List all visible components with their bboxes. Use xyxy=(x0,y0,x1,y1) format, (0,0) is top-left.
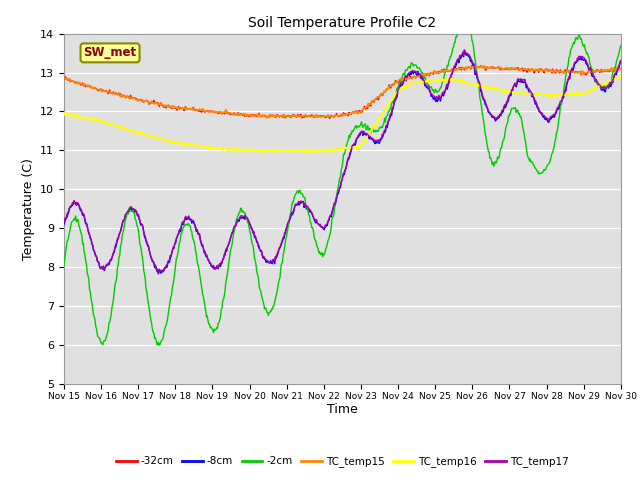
TC_temp15 xyxy=(184,107,192,112)
TC_temp15 xyxy=(428,70,435,75)
TC_temp17 xyxy=(428,91,435,97)
Line: -8cm: -8cm xyxy=(64,50,621,274)
-2cm xyxy=(127,208,135,214)
-2cm xyxy=(617,43,625,48)
TC_temp16 xyxy=(70,114,78,120)
Title: Soil Temperature Profile C2: Soil Temperature Profile C2 xyxy=(248,16,436,30)
-8cm xyxy=(70,199,78,204)
-8cm xyxy=(60,222,68,228)
TC_temp17 xyxy=(411,68,419,74)
TC_temp16 xyxy=(428,79,435,84)
TC_temp17 xyxy=(461,47,468,53)
-2cm xyxy=(411,62,419,68)
TC_temp16 xyxy=(411,80,419,86)
-8cm xyxy=(155,271,163,276)
-32cm xyxy=(127,95,135,100)
X-axis label: Time: Time xyxy=(327,403,358,417)
-2cm xyxy=(156,342,163,348)
TC_temp15 xyxy=(617,66,625,72)
-32cm xyxy=(184,107,192,112)
Text: SW_met: SW_met xyxy=(83,47,136,60)
-8cm xyxy=(461,48,468,53)
TC_temp15 xyxy=(70,80,78,85)
-2cm xyxy=(70,216,78,222)
-32cm xyxy=(411,73,419,79)
-2cm xyxy=(60,263,68,268)
TC_temp16 xyxy=(214,146,221,152)
Line: -32cm: -32cm xyxy=(64,65,621,119)
TC_temp15 xyxy=(470,63,478,69)
TC_temp16 xyxy=(127,128,135,134)
TC_temp17 xyxy=(214,265,222,271)
TC_temp15 xyxy=(214,109,221,115)
TC_temp16 xyxy=(324,149,332,155)
TC_temp15 xyxy=(263,115,271,120)
Legend: -32cm, -8cm, -2cm, TC_temp15, TC_temp16, TC_temp17: -32cm, -8cm, -2cm, TC_temp15, TC_temp16,… xyxy=(111,452,573,471)
TC_temp17 xyxy=(185,213,193,219)
-8cm xyxy=(127,205,135,211)
TC_temp17 xyxy=(617,58,625,63)
TC_temp17 xyxy=(155,270,163,276)
-32cm xyxy=(214,110,221,116)
TC_temp16 xyxy=(184,140,192,146)
TC_temp16 xyxy=(60,110,68,116)
-32cm xyxy=(70,80,78,85)
TC_temp15 xyxy=(411,73,419,79)
-32cm xyxy=(617,66,625,72)
Y-axis label: Temperature (C): Temperature (C) xyxy=(22,158,35,260)
-32cm xyxy=(326,116,333,121)
Line: TC_temp17: TC_temp17 xyxy=(64,50,621,273)
-2cm xyxy=(460,18,467,24)
Line: TC_temp16: TC_temp16 xyxy=(64,76,621,152)
TC_temp15 xyxy=(127,95,135,101)
TC_temp15 xyxy=(60,75,68,81)
Line: -2cm: -2cm xyxy=(64,21,621,345)
TC_temp17 xyxy=(127,204,135,210)
-32cm xyxy=(60,76,68,82)
-2cm xyxy=(185,221,193,227)
Line: TC_temp15: TC_temp15 xyxy=(64,66,621,118)
-8cm xyxy=(617,60,625,65)
TC_temp16 xyxy=(617,73,625,79)
-2cm xyxy=(428,84,435,90)
-8cm xyxy=(411,70,419,75)
TC_temp17 xyxy=(60,219,68,225)
-32cm xyxy=(428,70,435,76)
-8cm xyxy=(214,266,222,272)
-8cm xyxy=(185,214,193,220)
-8cm xyxy=(428,94,435,99)
-2cm xyxy=(214,321,222,326)
TC_temp17 xyxy=(70,198,78,204)
-32cm xyxy=(468,62,476,68)
